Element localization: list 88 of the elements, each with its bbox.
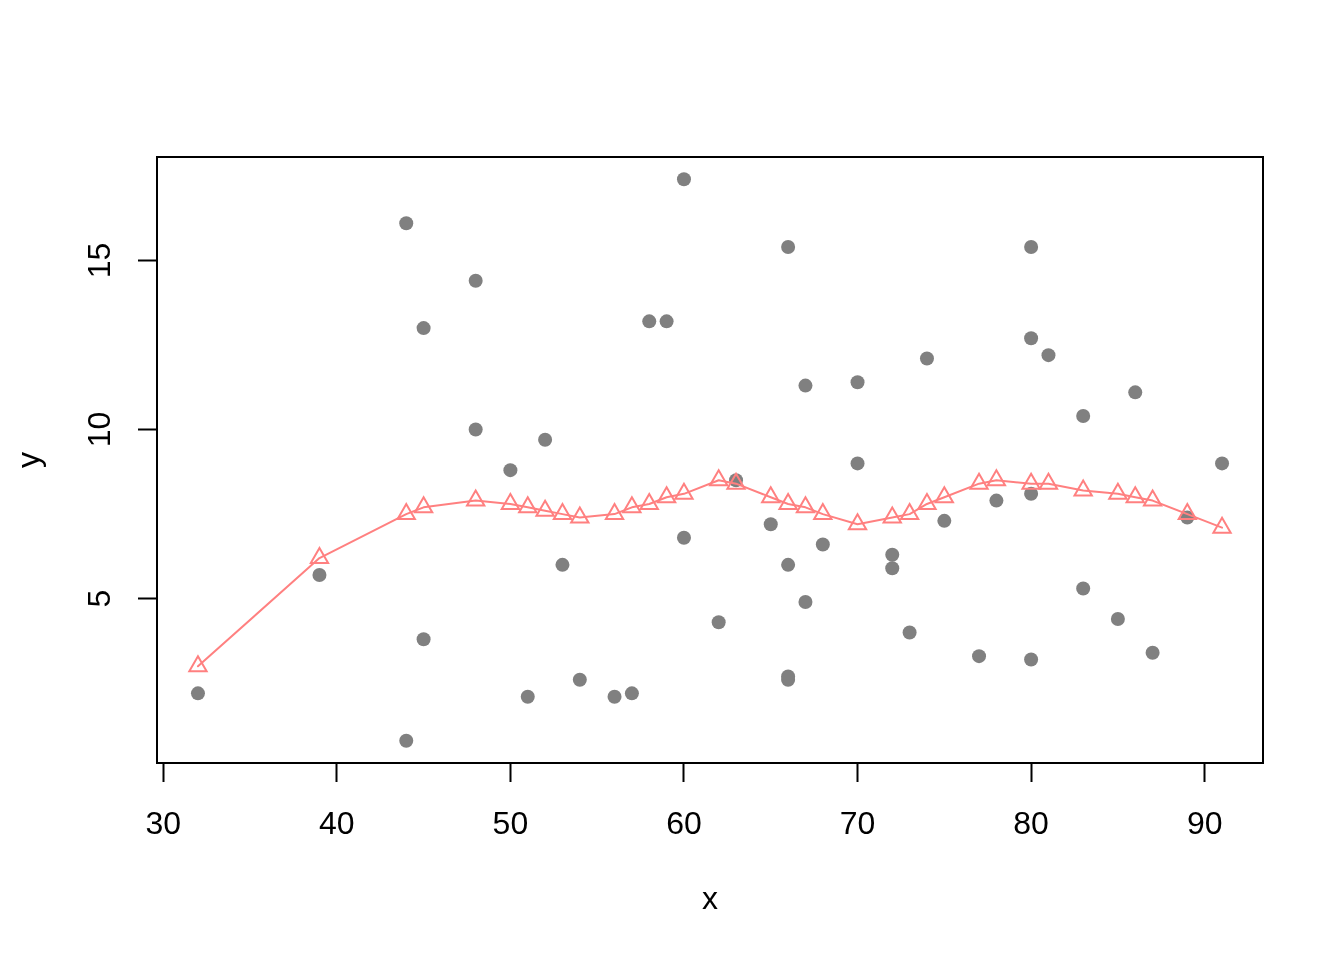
y-tick-label: 10 <box>81 411 118 448</box>
point <box>847 513 868 531</box>
point <box>711 615 726 630</box>
point <box>1145 645 1160 660</box>
point <box>1177 503 1197 521</box>
x-tick-label: 40 <box>319 805 355 842</box>
point <box>919 351 934 366</box>
point <box>1142 489 1163 507</box>
point <box>1108 482 1128 500</box>
point <box>572 672 587 687</box>
y-tick-label: 5 <box>81 589 118 608</box>
point <box>622 496 642 514</box>
point <box>399 216 414 231</box>
point <box>642 314 657 329</box>
point <box>520 689 535 704</box>
point <box>781 239 796 254</box>
point <box>535 499 555 517</box>
point <box>538 432 553 447</box>
point <box>312 567 327 582</box>
point <box>885 547 900 562</box>
point <box>1212 516 1232 534</box>
point <box>468 273 483 288</box>
point <box>399 733 414 748</box>
point <box>937 513 952 528</box>
point <box>761 486 781 504</box>
point <box>1125 486 1145 504</box>
point <box>466 489 486 507</box>
point <box>885 561 900 576</box>
point <box>659 314 674 329</box>
x-tick-label: 30 <box>145 805 182 842</box>
point <box>882 506 902 524</box>
x-tick-label: 50 <box>492 805 529 842</box>
point <box>188 655 208 673</box>
point <box>396 503 416 521</box>
point <box>1041 348 1056 363</box>
point <box>763 517 778 532</box>
point <box>798 378 813 393</box>
x-tick-label: 60 <box>666 805 702 842</box>
point <box>503 463 518 478</box>
point <box>989 493 1004 508</box>
point <box>709 469 729 487</box>
point <box>416 632 431 647</box>
point <box>1038 472 1059 490</box>
point <box>607 689 622 704</box>
point <box>902 625 917 640</box>
point <box>850 456 865 471</box>
point <box>190 686 205 701</box>
point <box>1076 581 1091 596</box>
point <box>1215 456 1230 471</box>
x-tick-label: 90 <box>1186 805 1223 842</box>
point <box>676 172 691 187</box>
point <box>555 557 570 572</box>
point <box>570 506 590 524</box>
point <box>468 422 483 437</box>
point <box>798 595 813 610</box>
point <box>624 686 639 701</box>
x-axis-title: x <box>702 879 718 916</box>
point <box>309 547 330 565</box>
point <box>1021 472 1041 490</box>
point <box>604 503 625 521</box>
point <box>676 530 691 545</box>
point <box>1128 385 1143 400</box>
point <box>552 503 573 521</box>
point <box>1073 479 1093 497</box>
point <box>934 486 954 504</box>
point <box>972 649 987 664</box>
point <box>815 537 830 552</box>
point <box>1024 239 1039 254</box>
point <box>656 486 677 504</box>
x-tick-label: 80 <box>1013 805 1049 842</box>
point <box>969 472 989 490</box>
point <box>899 503 920 521</box>
point <box>413 496 434 514</box>
point <box>795 496 816 514</box>
point <box>813 503 833 521</box>
x-tick-label: 70 <box>839 805 876 842</box>
y-tick-label: 15 <box>81 242 118 279</box>
point <box>1024 331 1039 346</box>
y-axis-title: y <box>10 452 47 468</box>
point <box>1024 652 1039 667</box>
point <box>674 482 694 500</box>
point <box>416 321 431 336</box>
point <box>1110 611 1125 626</box>
point <box>1076 409 1091 424</box>
point <box>850 375 865 390</box>
point <box>518 496 538 514</box>
point <box>986 469 1007 487</box>
point <box>781 557 796 572</box>
